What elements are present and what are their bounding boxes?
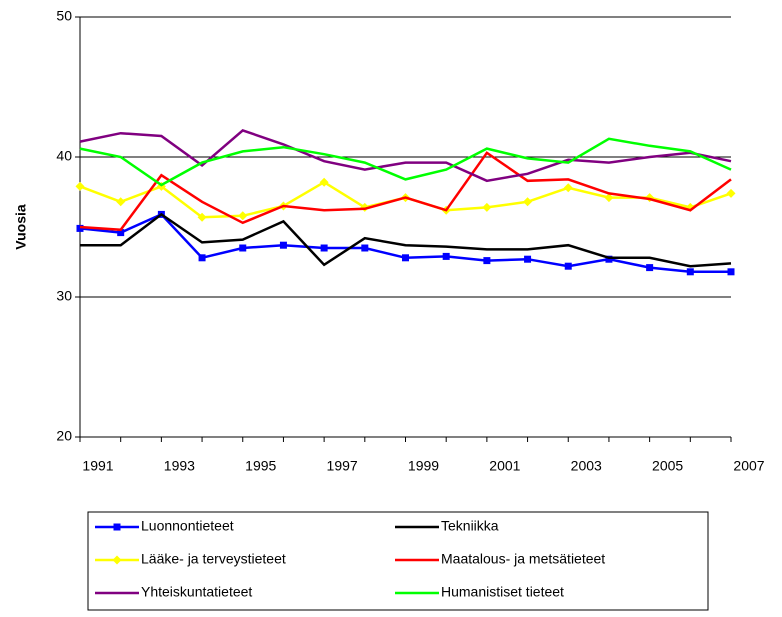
marker [726,188,736,198]
x-tick-label: 2005 [652,458,683,474]
marker [686,268,694,276]
y-tick-label: 50 [56,8,72,24]
marker [116,197,126,207]
x-tick-label: 1995 [245,458,276,474]
line [80,212,732,268]
legend-label: Maatalous- ja metsätieteet [441,551,605,567]
marker [442,252,450,260]
marker [75,181,85,191]
marker [361,244,369,252]
marker [564,262,572,270]
marker [483,257,491,265]
x-tick-label: 2007 [733,458,764,474]
marker [524,255,532,263]
marker [319,177,329,187]
legend-marker [112,555,122,565]
x-tick-label: 1991 [82,458,113,474]
marker [482,202,492,212]
marker [238,211,248,221]
marker [76,224,84,232]
legend-label: Tekniikka [441,518,499,534]
marker [563,183,573,193]
x-tick-label: 1993 [164,458,195,474]
x-tick-label: 1999 [408,458,439,474]
marker [605,255,613,263]
line [79,151,732,232]
marker [198,254,206,262]
marker [604,193,614,203]
line [79,128,732,183]
marker [279,241,287,249]
line [79,137,732,187]
x-tick-label: 2001 [489,458,520,474]
marker [239,244,247,252]
marker [523,197,533,207]
marker [320,244,328,252]
legend-label: Luonnontieteet [141,518,234,534]
y-tick-label: 40 [56,148,72,164]
y-tick-label: 30 [56,288,72,304]
marker [727,268,735,276]
marker [646,264,654,272]
y-tick-label: 20 [56,428,72,444]
marker [117,229,125,237]
line [79,212,731,274]
legend-label: Yhteiskuntatieteet [141,584,252,600]
legend-marker [113,523,121,531]
x-tick-label: 1997 [327,458,358,474]
marker [402,254,409,262]
x-tick-label: 2003 [571,458,602,474]
y-axis-title: Vuosia [13,204,29,250]
marker [197,212,207,222]
legend-label: Humanistiset tieteet [441,584,564,600]
legend-label: Lääke- ja terveystieteet [141,551,286,567]
